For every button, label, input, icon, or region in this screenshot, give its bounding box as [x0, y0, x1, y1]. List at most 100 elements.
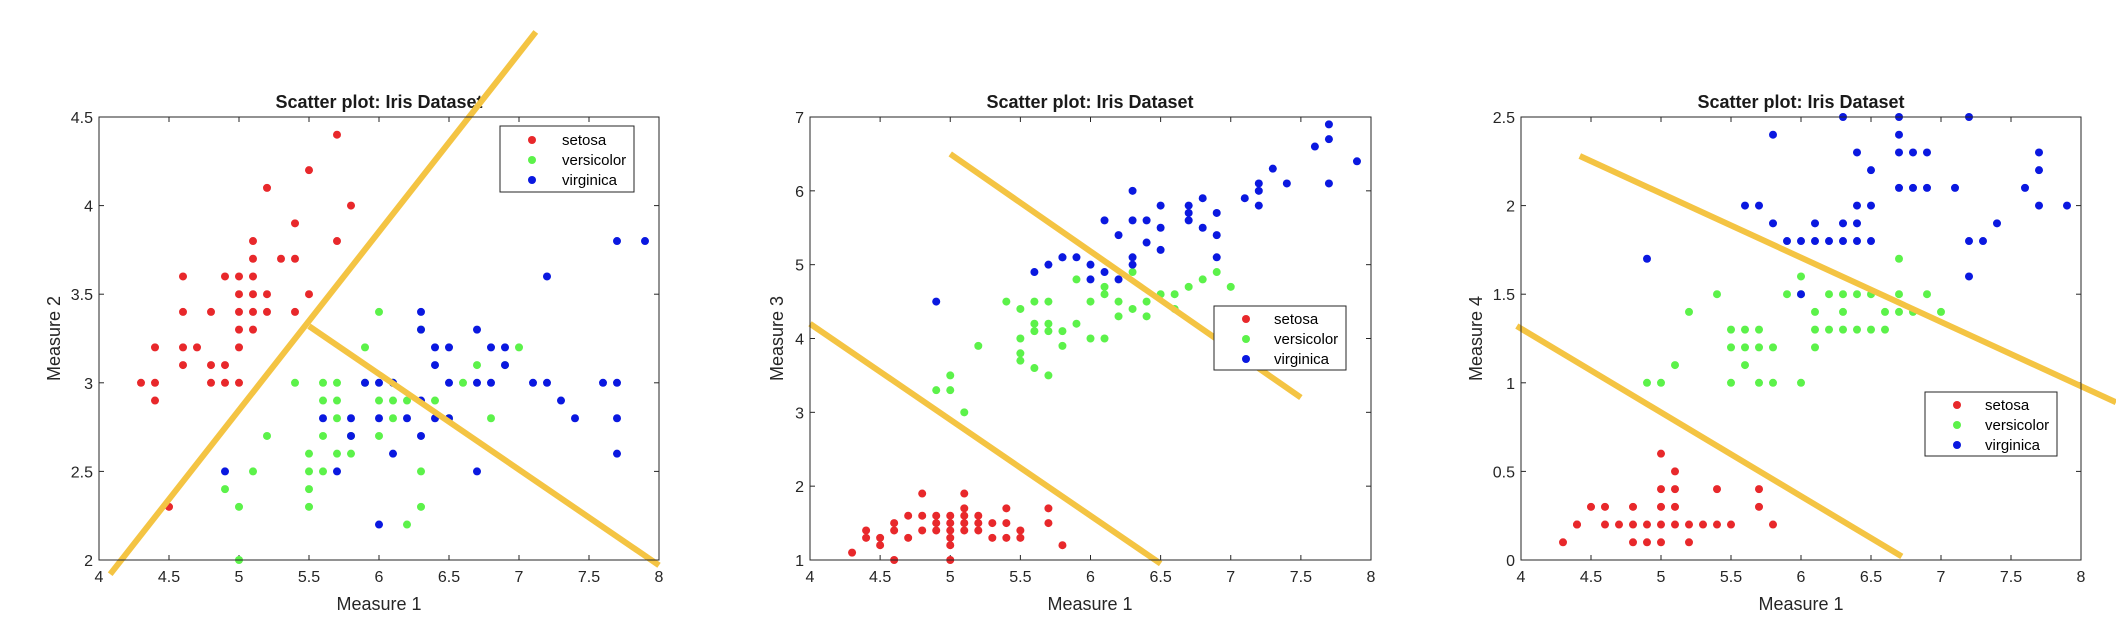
- point-versicolor: [319, 396, 327, 405]
- y-tick-label: 2: [795, 479, 804, 496]
- point-setosa: [1629, 502, 1637, 511]
- point-virginica: [1909, 148, 1917, 157]
- point-setosa: [1643, 520, 1651, 529]
- point-versicolor: [1058, 327, 1067, 336]
- x-tick-label: 6: [1086, 569, 1095, 586]
- legend-label-setosa: setosa: [562, 132, 607, 149]
- point-setosa: [235, 307, 243, 316]
- point-versicolor: [1044, 319, 1053, 328]
- point-versicolor: [1044, 327, 1053, 336]
- y-tick-label: 5: [795, 258, 804, 275]
- point-setosa: [151, 396, 159, 405]
- y-tick-label: 7: [795, 110, 804, 127]
- point-setosa: [305, 166, 313, 175]
- point-virginica: [1769, 219, 1777, 228]
- point-setosa: [235, 290, 243, 299]
- x-tick-label: 7.5: [578, 569, 600, 586]
- point-versicolor: [1114, 297, 1123, 306]
- point-setosa: [1699, 520, 1707, 529]
- point-versicolor: [333, 396, 341, 405]
- boundary-line-1: [107, 30, 539, 577]
- point-versicolor: [1002, 297, 1011, 306]
- point-versicolor: [1755, 378, 1763, 387]
- point-versicolor: [1811, 307, 1819, 316]
- point-versicolor: [361, 343, 369, 352]
- point-virginica: [1240, 194, 1249, 203]
- point-versicolor: [1769, 378, 1777, 387]
- point-versicolor: [1198, 275, 1207, 284]
- point-virginica: [375, 378, 383, 387]
- point-setosa: [1657, 449, 1665, 458]
- point-virginica: [1100, 268, 1109, 277]
- point-setosa: [221, 272, 229, 281]
- point-virginica: [1086, 275, 1095, 284]
- point-versicolor: [1671, 361, 1679, 370]
- point-virginica: [641, 237, 649, 246]
- point-versicolor: [1895, 307, 1903, 316]
- point-setosa: [1002, 533, 1011, 542]
- x-tick-label: 4.5: [158, 569, 180, 586]
- point-versicolor: [1741, 361, 1749, 370]
- point-versicolor: [1030, 327, 1039, 336]
- chart-title: Scatter plot: Iris Dataset: [1697, 92, 1904, 112]
- point-setosa: [1657, 538, 1665, 547]
- x-tick-label: 5.5: [1009, 569, 1031, 586]
- point-versicolor: [417, 502, 425, 511]
- point-versicolor: [1086, 297, 1095, 306]
- point-versicolor: [1811, 325, 1819, 334]
- point-virginica: [473, 325, 481, 334]
- point-versicolor: [417, 467, 425, 476]
- point-virginica: [1965, 237, 1973, 246]
- point-setosa: [1657, 502, 1665, 511]
- point-setosa: [291, 219, 299, 228]
- point-virginica: [1769, 130, 1777, 139]
- y-tick-label: 2.5: [71, 464, 93, 481]
- point-setosa: [347, 201, 355, 210]
- point-setosa: [862, 533, 871, 542]
- x-axis-label: Measure 1: [1047, 594, 1132, 614]
- point-virginica: [1909, 183, 1917, 192]
- point-setosa: [263, 290, 271, 299]
- point-virginica: [501, 343, 509, 352]
- point-setosa: [179, 272, 187, 281]
- y-tick-label: 2.5: [1493, 110, 1515, 127]
- legend-label-versicolor: versicolor: [562, 152, 626, 169]
- point-versicolor: [1114, 312, 1123, 321]
- point-versicolor: [1895, 290, 1903, 299]
- x-tick-label: 7: [1226, 569, 1235, 586]
- legend: setosa versicolor virginica: [499, 125, 635, 193]
- point-versicolor: [1755, 343, 1763, 352]
- legend-box: [1924, 391, 2058, 457]
- point-versicolor: [1100, 282, 1109, 291]
- point-versicolor: [431, 396, 439, 405]
- point-virginica: [417, 325, 425, 334]
- point-setosa: [235, 378, 243, 387]
- legend-box: [1213, 305, 1347, 371]
- point-setosa: [249, 290, 257, 299]
- point-virginica: [613, 449, 621, 458]
- point-virginica: [1254, 186, 1263, 195]
- point-virginica: [1212, 231, 1221, 240]
- point-virginica: [613, 378, 621, 387]
- point-setosa: [235, 325, 243, 334]
- point-versicolor: [1226, 282, 1235, 291]
- point-setosa: [1713, 485, 1721, 494]
- point-virginica: [1979, 237, 1987, 246]
- plot-area: [1521, 117, 2081, 560]
- point-setosa: [932, 519, 941, 528]
- point-setosa: [1058, 541, 1067, 550]
- point-versicolor: [1030, 364, 1039, 373]
- point-virginica: [1895, 130, 1903, 139]
- point-virginica: [543, 272, 551, 281]
- x-tick-label: 6: [1797, 569, 1806, 586]
- point-versicolor: [1030, 297, 1039, 306]
- point-versicolor: [1825, 290, 1833, 299]
- point-virginica: [599, 378, 607, 387]
- point-setosa: [179, 307, 187, 316]
- point-setosa: [960, 504, 969, 513]
- axis-ticks: 4 4.5 5 5.5 6 6.5 7 7.5 8 0 0.5 1 1.5 2 2.5: [1493, 110, 2086, 586]
- point-versicolor: [459, 378, 467, 387]
- point-setosa: [193, 343, 201, 352]
- point-versicolor: [1030, 319, 1039, 328]
- legend-marker-setosa: [1242, 315, 1250, 323]
